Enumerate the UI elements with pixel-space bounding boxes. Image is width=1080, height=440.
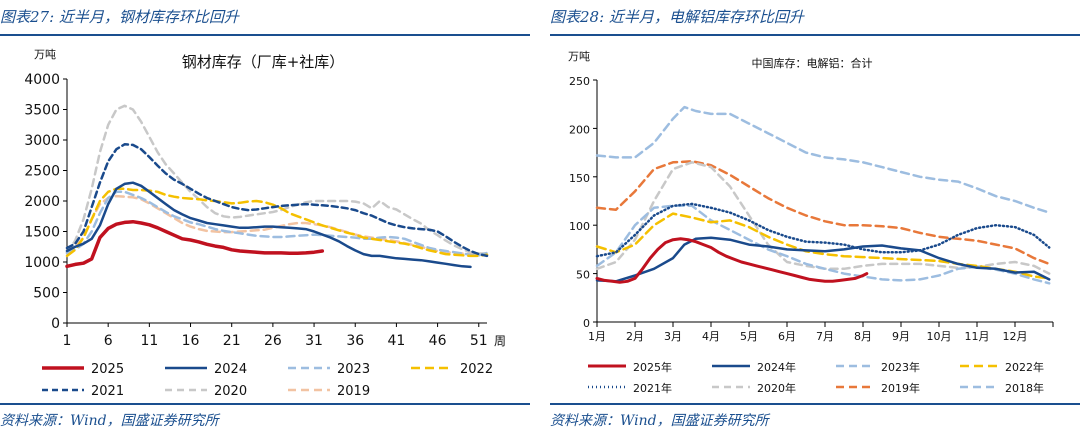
series-line [595, 105, 1051, 214]
series-line [595, 202, 1051, 258]
y-tick-label: 150 [569, 172, 590, 185]
x-tick-label: 8月 [854, 330, 872, 343]
series-line [65, 187, 489, 258]
x-tick-label: 16 [182, 333, 200, 349]
x-tick-label: 41 [387, 333, 405, 349]
y-tick-label: 250 [569, 75, 590, 88]
figure-title: 图表27: 近半月，钢材库存环比回升 [0, 8, 239, 26]
x-tick-label: 36 [346, 333, 364, 349]
y-tick-label: 3000 [24, 133, 60, 149]
series-line [595, 161, 1051, 275]
series-line [65, 143, 489, 258]
legend-label: 2018年 [1005, 381, 1044, 395]
x-tick-label: 6月 [778, 330, 796, 343]
bottom-rule [550, 403, 1080, 405]
x-tick-label: 1 [63, 333, 72, 349]
legend-label: 2023 [337, 362, 370, 377]
series-line [65, 219, 325, 269]
x-tick-label: 12月 [1003, 330, 1028, 343]
x-tick-label: 31 [305, 333, 323, 349]
x-tick-label: 51 [470, 333, 488, 349]
x-tick-label: 6 [104, 333, 113, 349]
legend-label: 2025 [91, 362, 124, 377]
x-tick-label: 1月 [588, 330, 606, 343]
x-tick-label: 9月 [892, 330, 910, 343]
x-tick-label: 11 [140, 333, 158, 349]
y-axis-unit-label: 万吨 [568, 50, 590, 63]
legend-label: 2019年 [881, 381, 920, 395]
legend-label: 2021年 [633, 381, 672, 395]
x-tick-label: 5月 [740, 330, 758, 343]
legend-label: 2024年 [757, 360, 796, 374]
x-tick-label: 7月 [816, 330, 834, 343]
x-tick-label: 46 [429, 333, 447, 349]
series-line [595, 236, 1051, 283]
legend-label: 2021 [91, 384, 124, 399]
legend-label: 2024 [214, 362, 247, 377]
x-tick-label: 21 [223, 333, 241, 349]
y-tick-label: 2500 [24, 164, 60, 180]
legend-label: 2025年 [633, 360, 672, 374]
y-tick-label: 50 [576, 269, 590, 282]
chart-title: 钢材库存（厂库+社库） [182, 53, 345, 71]
aluminum-inventory-chart: 中国库存：电解铝：合计 万吨 0 50 100 150 200 250 1月 2月 3月 4月 5月 6月… [568, 50, 1054, 395]
source-note: 资料来源：Wind，国盛证券研究所 [0, 413, 219, 429]
x-tick-label: 26 [264, 333, 282, 349]
legend-label: 2020 [214, 384, 247, 399]
legend-label: 2022 [460, 362, 493, 377]
x-tick-label: 4月 [702, 330, 720, 343]
bottom-rule [0, 403, 530, 405]
series-line [65, 181, 472, 269]
y-tick-label: 0 [583, 317, 590, 330]
y-tick-label: 3500 [24, 103, 60, 119]
y-tick-label: 0 [51, 316, 60, 332]
y-tick-label: 2000 [24, 194, 60, 210]
y-tick-label: 4000 [24, 72, 60, 88]
steel-inventory-chart: 钢材库存（厂库+社库） 万吨周 0 500 1000 1500 2000 2500 3000 35… [24, 48, 506, 399]
y-tick-label: 1500 [24, 225, 60, 241]
y-tick-label: 1000 [24, 255, 60, 271]
legend-label: 2022年 [1005, 360, 1044, 374]
y-axis-unit-label: 万吨 [34, 48, 56, 61]
legend-label: 2020年 [757, 381, 796, 395]
series-line [595, 237, 869, 284]
series-line [595, 212, 1051, 280]
series-line [65, 190, 489, 257]
chart-title: 中国库存：电解铝：合计 [752, 56, 873, 70]
series-line [595, 160, 1051, 266]
figure-title: 图表28: 近半月，电解铝库存环比回升 [550, 8, 804, 26]
y-tick-label: 200 [569, 123, 590, 136]
right-figure-panel: 图表28: 近半月，电解铝库存环比回升 中国库存：电解铝：合计 万吨 0 50 100 1… [550, 0, 1080, 440]
x-tick-label: 11月 [965, 330, 990, 343]
series-line [65, 104, 489, 255]
x-tick-label: 2月 [626, 330, 644, 343]
top-rule [550, 34, 1080, 36]
legend-label: 2023年 [881, 360, 920, 374]
source-note: 资料来源：Wind，国盛证券研究所 [550, 413, 769, 429]
series-line [65, 194, 489, 256]
x-tick-label: 10月 [927, 330, 952, 343]
x-axis-unit-label: 周 [494, 334, 506, 348]
legend-label: 2019 [337, 384, 370, 399]
y-tick-label: 500 [33, 286, 60, 302]
y-tick-label: 100 [569, 220, 590, 233]
left-figure-panel: 图表27: 近半月，钢材库存环比回升 钢材库存（厂库+社库） 万吨周 0 500 100… [0, 0, 530, 440]
top-rule [0, 34, 530, 36]
x-tick-label: 3月 [664, 330, 682, 343]
